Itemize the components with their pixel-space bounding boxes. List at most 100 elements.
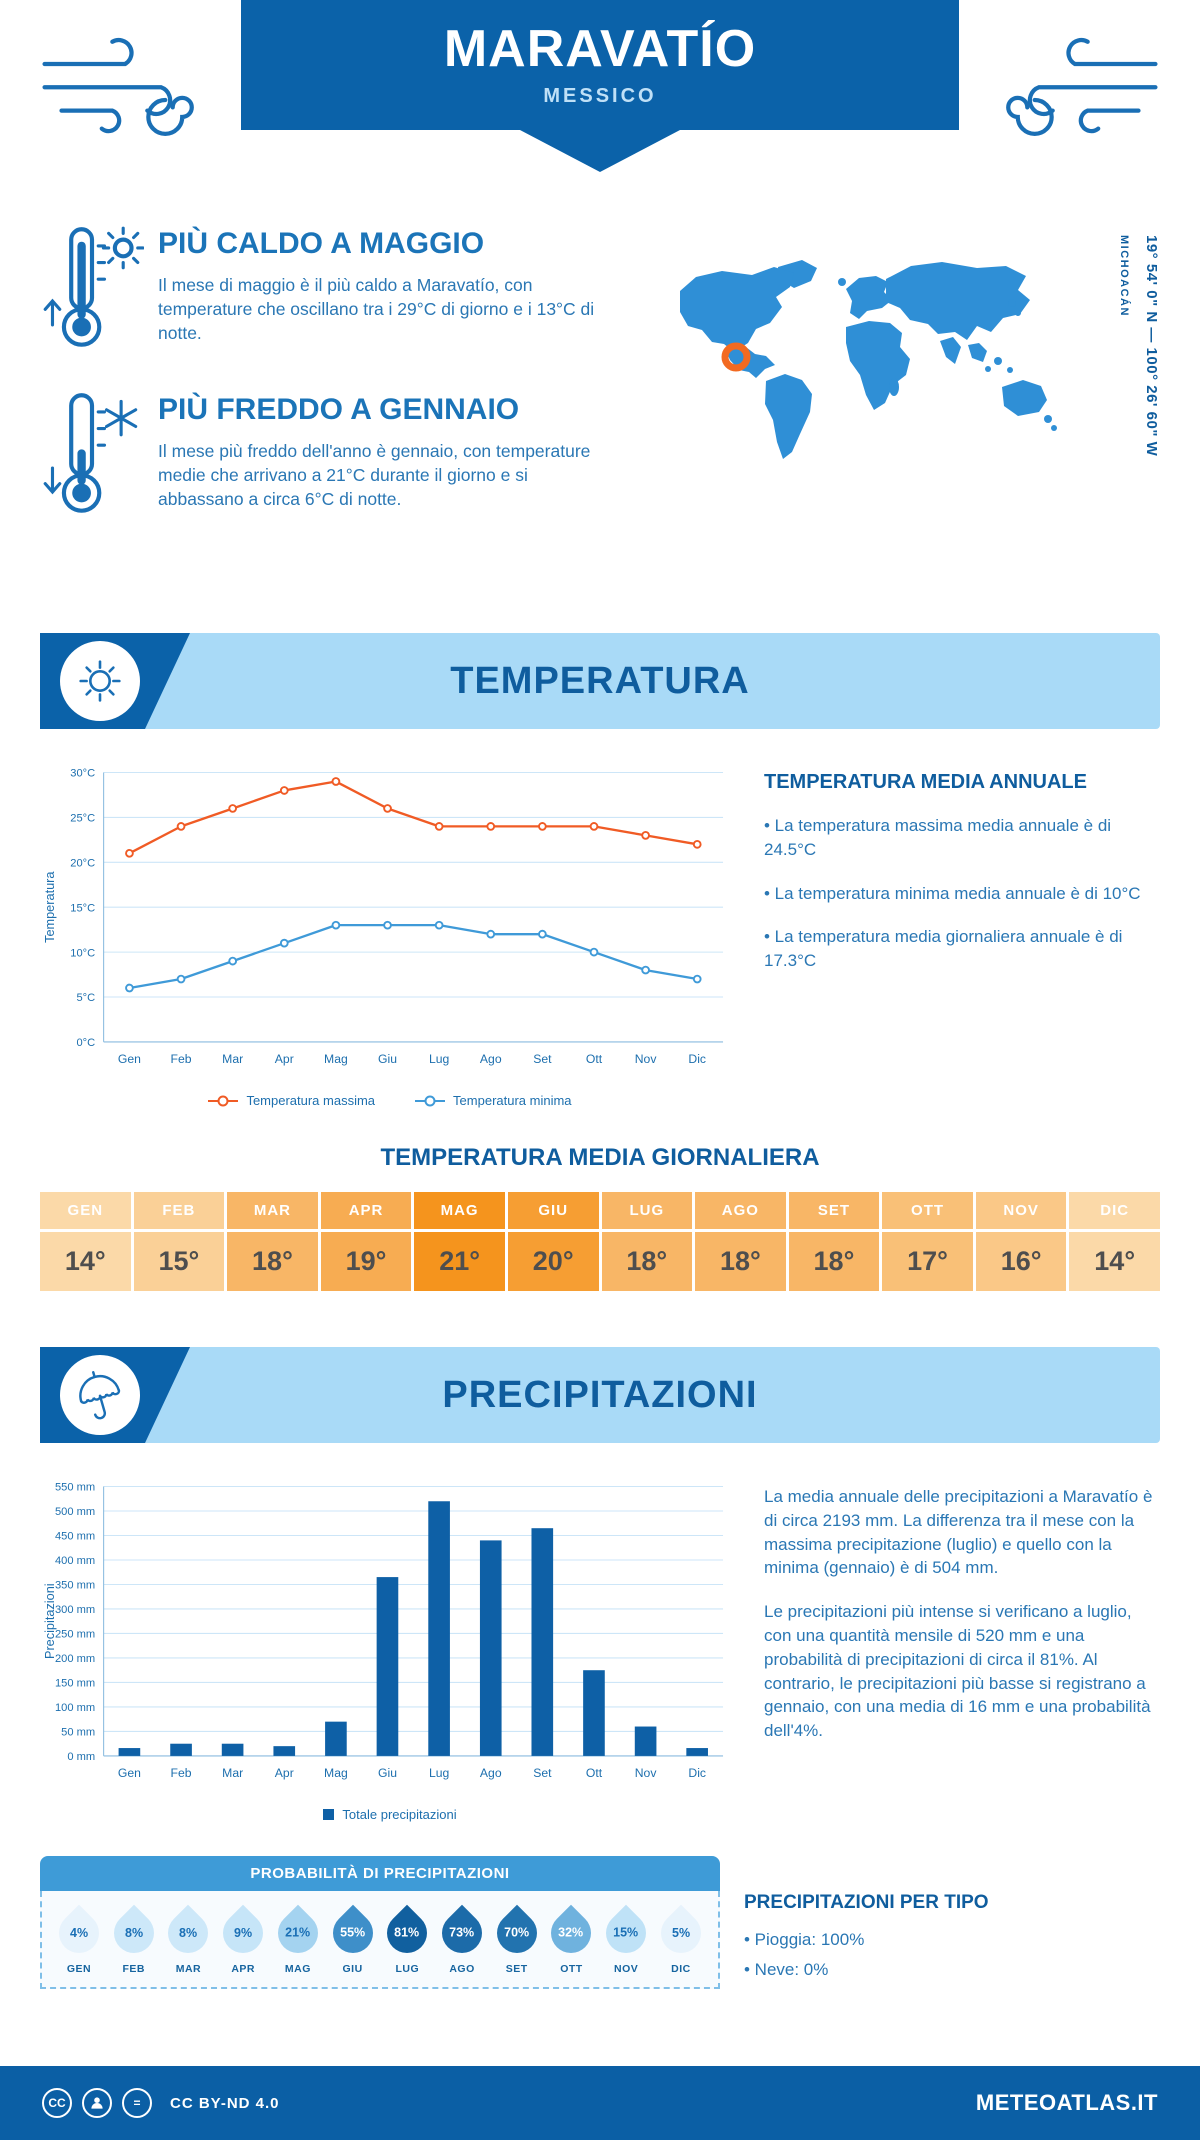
svg-text:Feb: Feb — [171, 1766, 192, 1780]
svg-text:Nov: Nov — [635, 1766, 658, 1780]
daily-value-cell: 18° — [788, 1232, 880, 1291]
sun-icon — [60, 641, 140, 721]
page-title: MARAVATÍO — [443, 19, 757, 78]
raindrop-icon: 5% — [652, 1904, 710, 1962]
daily-value-cell: 20° — [507, 1232, 599, 1291]
probability-item: 21% MAG — [269, 1904, 327, 1975]
svg-text:5°C: 5°C — [76, 992, 95, 1004]
svg-text:150 mm: 150 mm — [55, 1678, 95, 1690]
svg-text:350 mm: 350 mm — [55, 1580, 95, 1592]
daily-value-cell: 14° — [1069, 1232, 1160, 1291]
cc-by-person-icon — [82, 2088, 112, 2118]
svg-text:450 mm: 450 mm — [55, 1531, 95, 1543]
svg-text:Feb: Feb — [171, 1052, 192, 1066]
svg-text:Mag: Mag — [324, 1052, 348, 1066]
temperature-chart-legend: Temperatura massima Temperatura minima — [40, 1093, 740, 1108]
precipitation-type-bullet: • Neve: 0% — [744, 1960, 829, 1979]
svg-text:Lug: Lug — [429, 1766, 449, 1780]
raindrop-icon: 32% — [543, 1904, 600, 1962]
daily-month-cell: FEB — [133, 1192, 225, 1229]
daily-month-cell: MAG — [414, 1192, 505, 1229]
daily-month-cell: GIU — [507, 1192, 599, 1229]
probability-value: 55% — [340, 1926, 366, 1940]
probability-value: 5% — [671, 1925, 690, 1940]
page-subtitle: MESSICO — [543, 84, 657, 107]
svg-text:30°C: 30°C — [70, 768, 95, 780]
license-label: CC BY-ND 4.0 — [170, 2094, 280, 2112]
probability-item: 5% DIC — [652, 1904, 710, 1975]
svg-text:Apr: Apr — [275, 1052, 294, 1066]
svg-text:Gen: Gen — [118, 1766, 141, 1780]
probability-value: 32% — [558, 1926, 584, 1940]
ribbon-tail — [520, 130, 680, 172]
raindrop-icon: 55% — [324, 1904, 381, 1962]
legend-item: Temperatura minima — [415, 1093, 572, 1108]
probability-month-label: AGO — [449, 1963, 475, 1975]
probability-month-label: SET — [505, 1963, 528, 1975]
svg-text:Mag: Mag — [324, 1766, 348, 1780]
daily-value-cell: 18° — [601, 1232, 693, 1291]
probability-month-label: OTT — [560, 1963, 583, 1975]
precipitation-bar-chart: 0 mm 50 mm 100 mm 150 mm 200 mm 250 mm 300 mm 3… — [42, 1482, 724, 1780]
cold-month-block: PIÙ FREDDO A GENNAIO Il mese più freddo … — [40, 389, 650, 529]
legend-label: Temperatura minima — [453, 1093, 572, 1108]
probability-item: 8% FEB — [105, 1904, 163, 1975]
precipitation-banner: PRECIPITAZIONI — [40, 1347, 1160, 1443]
raindrop-icon: 15% — [597, 1904, 655, 1962]
raindrop-icon: 8% — [105, 1904, 163, 1962]
probability-month-label: APR — [231, 1963, 255, 1975]
svg-text:Gen: Gen — [118, 1052, 141, 1066]
highlights-section: PIÙ CALDO A MAGGIO Il mese di maggio è i… — [0, 205, 1200, 623]
probability-value: 81% — [394, 1926, 420, 1940]
title-ribbon: MARAVATÍO MESSICO — [241, 0, 959, 130]
wind-decoration-icon — [42, 37, 194, 136]
probability-item: 4% GEN — [50, 1904, 108, 1975]
svg-text:400 mm: 400 mm — [55, 1555, 95, 1567]
legend-label: Totale precipitazioni — [342, 1807, 457, 1822]
temperature-banner-title: TEMPERATURA — [450, 659, 750, 702]
daily-value-cell: 19° — [320, 1232, 412, 1291]
raindrop-icon: 81% — [379, 1904, 436, 1962]
hot-month-block: PIÙ CALDO A MAGGIO Il mese di maggio è i… — [40, 223, 650, 363]
site-name: METEOATLAS.IT — [975, 2090, 1158, 2115]
cold-month-description: Il mese più freddo dell'anno è gennaio, … — [158, 441, 591, 510]
cold-month-text: PIÙ FREDDO A GENNAIO Il mese più freddo … — [158, 389, 598, 529]
daily-month-cell: DIC — [1069, 1192, 1160, 1229]
cold-month-title: PIÙ FREDDO A GENNAIO — [158, 393, 520, 427]
temperature-banner: TEMPERATURA — [40, 633, 1160, 729]
raindrop-icon: 70% — [488, 1904, 546, 1962]
hot-month-title: PIÙ CALDO A MAGGIO — [158, 227, 485, 260]
location-marker-icon — [721, 342, 751, 372]
probability-item: 32% OTT — [543, 1904, 600, 1975]
annual-bullet: • La temperatura minima media annuale è … — [764, 883, 1141, 903]
raindrop-icon: 9% — [214, 1904, 272, 1962]
annual-bullet: • La temperatura massima media annuale è… — [764, 816, 1112, 859]
daily-month-cell: MAR — [227, 1192, 318, 1229]
probability-title: PROBABILITÀ DI PRECIPITAZIONI — [40, 1856, 720, 1891]
precipitation-section: 0 mm 50 mm 100 mm 150 mm 200 mm 250 mm 300 mm 3… — [0, 1443, 1200, 1822]
hot-month-description: Il mese di maggio è il più caldo a Marav… — [158, 275, 595, 344]
daily-value-cell: 15° — [133, 1232, 225, 1291]
temperature-chart: 0°C 5°C 10°C 15°C 20°C 25°C 30°C Gen Feb Mar Apr Ma… — [40, 755, 740, 1108]
probability-month-label: FEB — [122, 1963, 145, 1975]
umbrella-icon — [60, 1355, 140, 1435]
probability-box: PROBABILITÀ DI PRECIPITAZIONI 4% GEN 8% FEB… — [40, 1856, 720, 1990]
cc-icon: CC — [42, 2088, 72, 2118]
daily-month-cell: OTT — [882, 1192, 973, 1229]
probability-item: 8% MAR — [160, 1904, 217, 1975]
annual-bullet: • La temperatura media giornaliera annua… — [764, 927, 1123, 971]
header: MARAVATÍO MESSICO — [0, 0, 1200, 205]
raindrop-icon: 4% — [50, 1904, 108, 1962]
svg-text:15°C: 15°C — [70, 902, 95, 914]
legend-item: Temperatura massima — [208, 1093, 375, 1108]
probability-month-label: NOV — [614, 1963, 639, 1975]
precipitation-text-column: La media annuale delle precipitazioni a … — [764, 1469, 1160, 1822]
svg-text:550 mm: 550 mm — [55, 1482, 95, 1494]
daily-value-cell: 14° — [40, 1232, 131, 1291]
precipitation-type-bullet: • Pioggia: 100% — [744, 1930, 865, 1949]
svg-text:Ago: Ago — [480, 1052, 502, 1066]
raindrop-icon: 21% — [269, 1904, 327, 1962]
precipitation-chart: 0 mm 50 mm 100 mm 150 mm 200 mm 250 mm 300 mm 3… — [40, 1469, 740, 1822]
svg-text:Temperatura: Temperatura — [42, 871, 57, 943]
legend-dot-icon — [424, 1095, 436, 1106]
